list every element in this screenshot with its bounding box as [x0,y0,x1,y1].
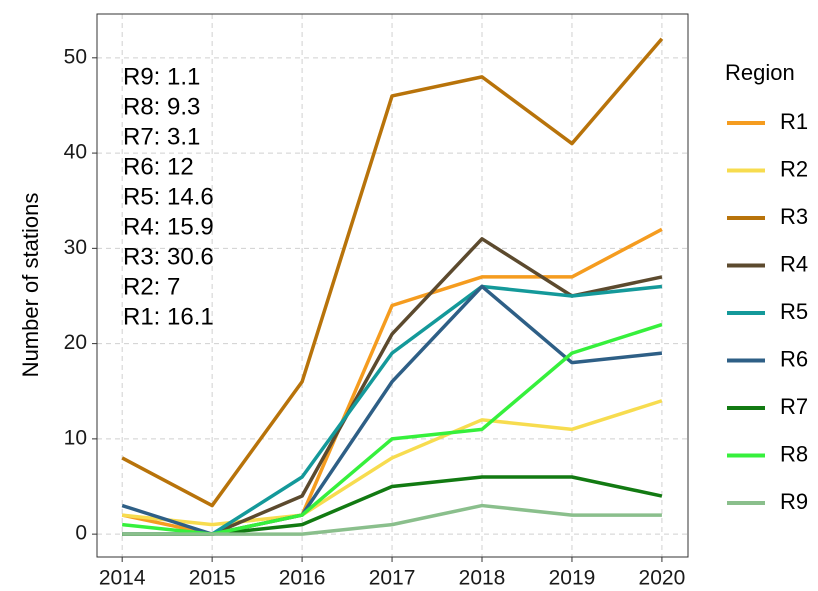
annotation: R9: 1.1 [123,63,200,90]
y-tick-label: 50 [64,45,87,68]
series-line [121,37,664,508]
y-tick-label: 10 [64,426,87,449]
legend-label: R7 [780,394,808,419]
series-line [122,399,663,527]
annotation: R1: 16.1 [123,303,214,330]
x-tick-label: 2020 [639,567,686,590]
y-tick-label: 20 [64,331,87,354]
annotation: R7: 3.1 [123,123,200,150]
annotation: R3: 30.6 [123,243,214,270]
x-tick-label: 2019 [549,567,596,590]
y-tick-label: 0 [75,522,87,545]
annotation: R5: 14.6 [123,183,214,210]
legend-label: R5 [780,299,808,324]
annotation: R8: 9.3 [123,93,200,120]
annotation: R4: 15.9 [123,213,214,240]
x-tick-label: 2018 [459,567,506,590]
annotation: R2: 7 [123,273,180,300]
legend-label: R4 [780,251,808,276]
panel-border [96,13,689,558]
legend-label: R8 [780,441,808,466]
series-line [122,503,662,536]
legend-label: R1 [780,109,808,134]
legend-label: R9 [780,489,808,514]
y-tick-label: 30 [64,236,87,259]
y-axis-label: Number of stations [18,193,43,378]
legend-label: R3 [780,204,808,229]
x-tick-label: 2015 [189,567,236,590]
y-tick-label: 40 [64,141,87,164]
x-tick-label: 2017 [369,567,416,590]
legend-label: R2 [780,156,808,181]
x-tick-label: 2014 [99,567,146,590]
legend-label: R6 [780,346,808,371]
x-tick-label: 2016 [279,567,326,590]
legend-title: Region [725,60,795,85]
annotation: R6: 12 [123,153,194,180]
